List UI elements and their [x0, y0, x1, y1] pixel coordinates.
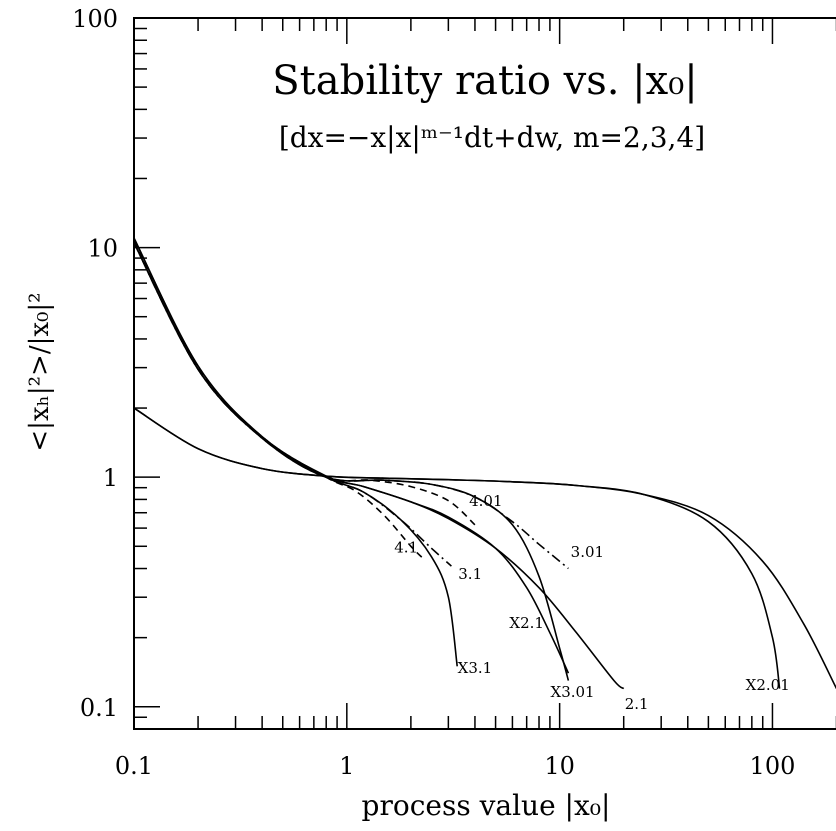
curve-label: X2.01 — [746, 676, 790, 694]
curve-label: 4.01 — [469, 492, 502, 510]
series-line-X2-01 — [133, 407, 781, 689]
x-tick-label: 0.1 — [115, 752, 153, 780]
curve-label: X3.01 — [551, 683, 595, 701]
y-tick-label: 1 — [103, 464, 118, 492]
curve-label: 3.01 — [571, 543, 604, 561]
curves — [133, 237, 836, 690]
y-axis-label: <|xₕ|²>/|x₀|² — [25, 292, 55, 451]
series-line-X3-1 — [133, 242, 458, 667]
curve-label: 3.1 — [458, 565, 482, 583]
curve-label: 2.1 — [625, 695, 649, 713]
series-line-X3-01 — [133, 242, 570, 681]
x-tick-label: 10 — [544, 752, 575, 780]
curve-labels: 4.014.13.013.1X2.1X3.1X3.012.1X2.012.01 — [394, 492, 790, 713]
series-line-2-01 — [133, 407, 836, 689]
curve-label: X3.1 — [458, 659, 493, 677]
chart-title: Stability ratio vs. |x₀| — [272, 58, 697, 104]
y-tick-label: 0.1 — [80, 694, 118, 722]
series-line-2-1 — [133, 237, 625, 690]
series-line-4-1 — [133, 240, 425, 560]
tick-labels: 0.1 1 10 100 0.1 1 10 100 — [72, 5, 795, 780]
axis-ticks — [133, 17, 836, 730]
curve-label: X2.1 — [509, 614, 544, 632]
y-tick-label: 10 — [87, 235, 118, 263]
chart-subtitle: [dx=−x|x|ᵐ⁻¹dt+dw, m=2,3,4] — [279, 121, 705, 154]
series-line-X2-1 — [133, 237, 570, 674]
y-tick-label: 100 — [72, 5, 118, 33]
x-tick-label: 1 — [339, 752, 354, 780]
curve-label: 4.1 — [394, 538, 418, 556]
series-line-3-01 — [133, 242, 569, 570]
x-axis-label: process value |x₀| — [362, 789, 611, 822]
series-line-3-1 — [133, 242, 452, 567]
x-tick-label: 100 — [750, 752, 796, 780]
series-line-4-01 — [133, 240, 476, 526]
plot-frame — [133, 17, 836, 730]
